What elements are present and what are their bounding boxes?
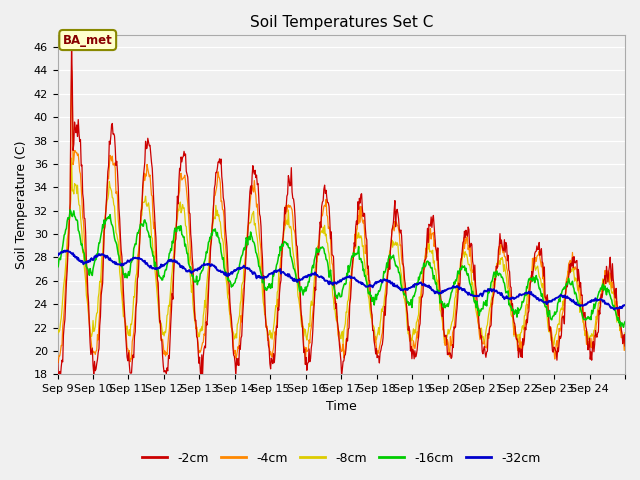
Title: Soil Temperatures Set C: Soil Temperatures Set C <box>250 15 433 30</box>
Legend: -2cm, -4cm, -8cm, -16cm, -32cm: -2cm, -4cm, -8cm, -16cm, -32cm <box>137 447 545 470</box>
X-axis label: Time: Time <box>326 400 356 413</box>
Text: BA_met: BA_met <box>63 34 113 47</box>
Y-axis label: Soil Temperature (C): Soil Temperature (C) <box>15 141 28 269</box>
